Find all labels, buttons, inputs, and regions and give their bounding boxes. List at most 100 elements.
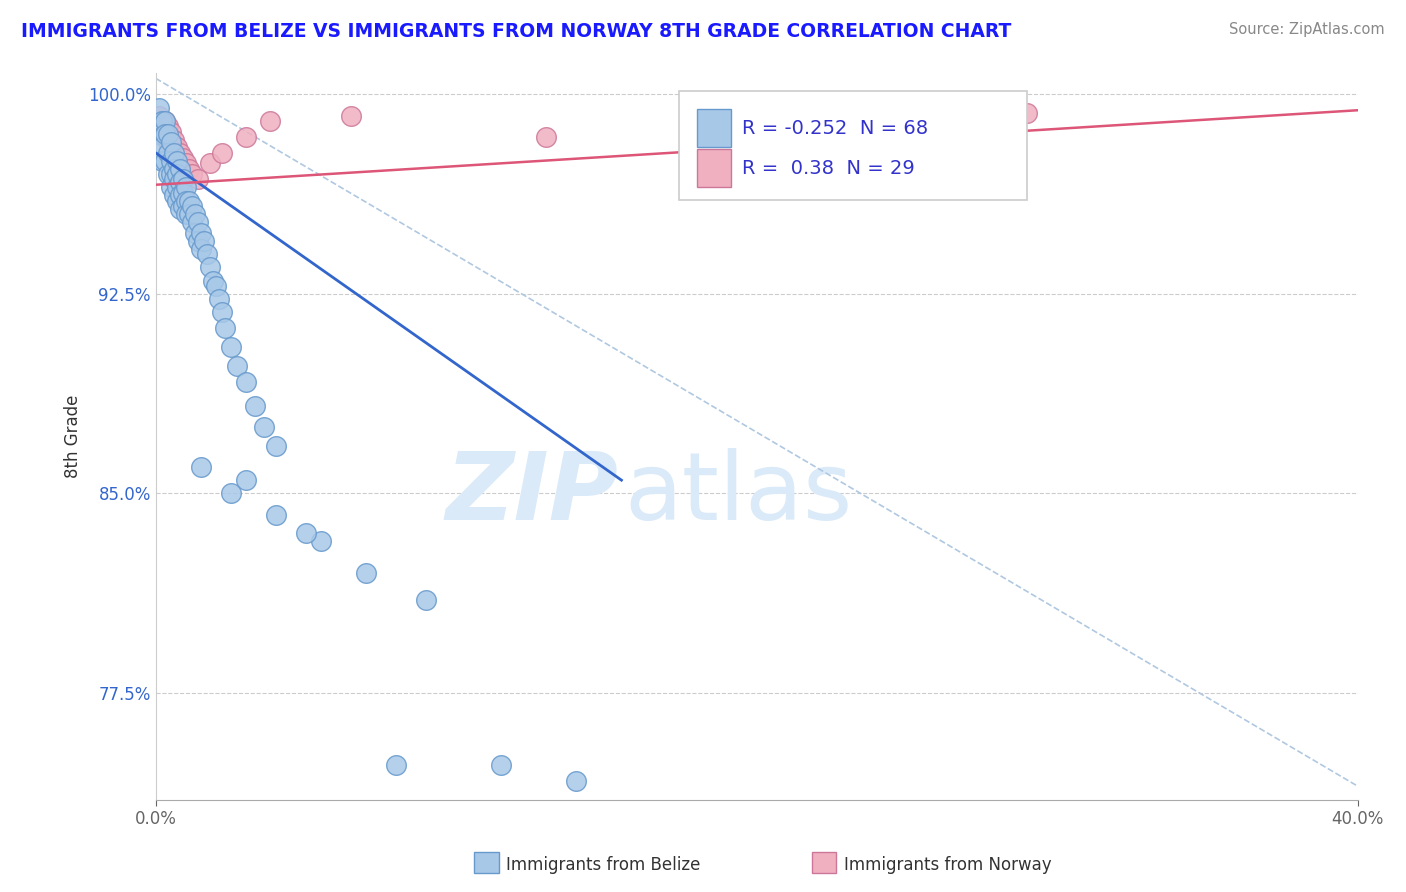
Point bbox=[264, 508, 287, 522]
Point bbox=[172, 151, 194, 165]
Point bbox=[166, 156, 188, 170]
Point bbox=[219, 486, 242, 500]
Bar bbox=[811, 852, 837, 873]
Point bbox=[163, 172, 186, 186]
Point bbox=[172, 199, 194, 213]
Point bbox=[174, 156, 197, 170]
Point bbox=[201, 274, 224, 288]
Point bbox=[190, 242, 212, 256]
Point bbox=[163, 188, 186, 202]
Point bbox=[174, 194, 197, 208]
Point bbox=[204, 279, 226, 293]
Point bbox=[340, 109, 363, 123]
Point bbox=[159, 153, 181, 168]
Point bbox=[243, 399, 266, 413]
Point bbox=[148, 127, 170, 141]
Point bbox=[166, 180, 188, 194]
Point bbox=[156, 167, 179, 181]
Point bbox=[166, 153, 188, 168]
Point bbox=[225, 359, 247, 373]
Point bbox=[153, 127, 176, 141]
Point bbox=[156, 145, 179, 160]
Point bbox=[169, 161, 191, 176]
Point bbox=[180, 199, 202, 213]
Text: Immigrants from Norway: Immigrants from Norway bbox=[844, 856, 1052, 874]
Point bbox=[177, 194, 200, 208]
Point bbox=[193, 234, 215, 248]
Point bbox=[177, 161, 200, 176]
Point bbox=[385, 758, 408, 772]
Point bbox=[187, 215, 209, 229]
Text: ZIP: ZIP bbox=[446, 449, 619, 541]
Point bbox=[169, 161, 191, 176]
FancyBboxPatch shape bbox=[696, 110, 731, 147]
Point bbox=[187, 234, 209, 248]
Point bbox=[264, 439, 287, 453]
Point bbox=[309, 534, 332, 549]
Point bbox=[153, 153, 176, 168]
Point bbox=[198, 260, 221, 275]
Point bbox=[159, 167, 181, 181]
Point bbox=[211, 145, 233, 160]
Point bbox=[163, 132, 186, 146]
Point bbox=[190, 459, 212, 474]
Point bbox=[187, 172, 209, 186]
Point bbox=[156, 127, 179, 141]
Point bbox=[163, 145, 186, 160]
Point bbox=[159, 135, 181, 149]
Point bbox=[166, 194, 188, 208]
Point bbox=[235, 473, 257, 487]
Point bbox=[1017, 106, 1039, 120]
Point bbox=[169, 188, 191, 202]
Point bbox=[172, 172, 194, 186]
Point bbox=[156, 119, 179, 133]
Text: IMMIGRANTS FROM BELIZE VS IMMIGRANTS FROM NORWAY 8TH GRADE CORRELATION CHART: IMMIGRANTS FROM BELIZE VS IMMIGRANTS FRO… bbox=[21, 22, 1011, 41]
Text: R =  0.38  N = 29: R = 0.38 N = 29 bbox=[742, 159, 915, 178]
FancyBboxPatch shape bbox=[679, 91, 1028, 200]
Text: Source: ZipAtlas.com: Source: ZipAtlas.com bbox=[1229, 22, 1385, 37]
Point bbox=[150, 153, 173, 168]
Point bbox=[150, 140, 173, 154]
Point bbox=[153, 114, 176, 128]
Point bbox=[295, 526, 318, 541]
Y-axis label: 8th Grade: 8th Grade bbox=[65, 394, 82, 478]
Point bbox=[159, 124, 181, 138]
Point bbox=[565, 773, 588, 788]
Point bbox=[415, 593, 437, 607]
Point bbox=[166, 140, 188, 154]
Point bbox=[198, 156, 221, 170]
Point bbox=[214, 321, 236, 335]
Point bbox=[159, 180, 181, 194]
Point bbox=[195, 247, 218, 261]
Point bbox=[153, 129, 176, 144]
Point bbox=[235, 375, 257, 389]
Point bbox=[174, 180, 197, 194]
Point bbox=[150, 114, 173, 128]
Text: atlas: atlas bbox=[624, 449, 852, 541]
Point bbox=[150, 114, 173, 128]
Point bbox=[153, 114, 176, 128]
Point bbox=[159, 143, 181, 157]
Point bbox=[208, 292, 231, 306]
Point bbox=[536, 129, 558, 144]
Point bbox=[354, 566, 377, 581]
Bar bbox=[474, 852, 499, 873]
Point bbox=[190, 226, 212, 240]
Point bbox=[174, 207, 197, 221]
Point bbox=[163, 151, 186, 165]
Point bbox=[183, 207, 205, 221]
Point bbox=[166, 167, 188, 181]
Point bbox=[259, 114, 281, 128]
Point bbox=[148, 119, 170, 133]
Point bbox=[163, 161, 186, 176]
Point bbox=[169, 202, 191, 216]
Point bbox=[177, 207, 200, 221]
Point bbox=[150, 127, 173, 141]
Point bbox=[148, 109, 170, 123]
Text: R = -0.252  N = 68: R = -0.252 N = 68 bbox=[742, 119, 928, 137]
Point bbox=[148, 101, 170, 115]
Point bbox=[253, 420, 276, 434]
Point bbox=[169, 175, 191, 189]
Point bbox=[183, 226, 205, 240]
Point bbox=[180, 215, 202, 229]
